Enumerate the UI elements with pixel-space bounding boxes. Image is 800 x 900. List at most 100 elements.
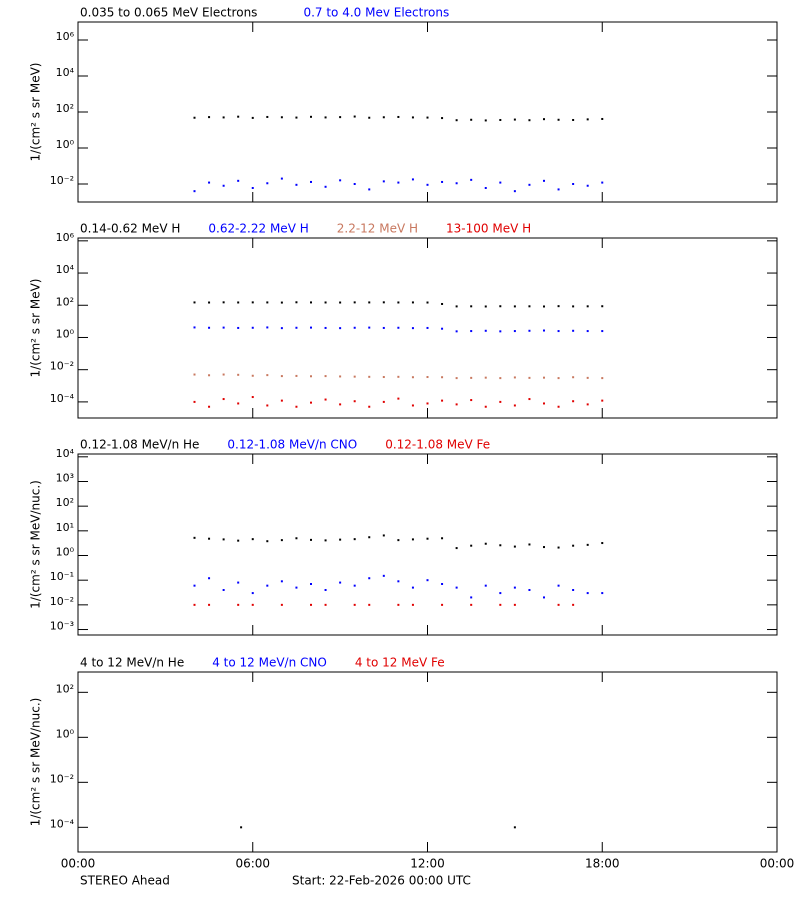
data-point <box>193 301 196 304</box>
data-point <box>324 326 327 329</box>
data-point <box>310 583 312 586</box>
y-tick-label: 10¹ <box>56 521 74 534</box>
data-point <box>426 326 429 329</box>
data-point <box>237 115 240 118</box>
data-point <box>455 377 458 380</box>
data-point <box>455 119 458 122</box>
y-tick-label: 10⁻⁴ <box>50 392 75 405</box>
data-point <box>499 592 502 595</box>
data-point <box>484 186 487 189</box>
data-point <box>295 586 298 589</box>
data-point <box>601 399 604 402</box>
data-point <box>237 581 240 584</box>
data-point <box>339 327 342 330</box>
data-point <box>382 534 385 537</box>
y-axis-label: 1/(cm² s sr MeV/nuc.) <box>29 480 43 609</box>
y-tick-label: 10² <box>56 682 74 695</box>
data-point <box>193 536 196 539</box>
data-point <box>353 375 356 378</box>
data-point <box>426 183 429 186</box>
y-tick-label: 10⁻² <box>50 772 74 785</box>
data-point <box>208 181 211 184</box>
data-point <box>266 374 269 377</box>
legend-entry: 0.12-1.08 MeV/n He <box>80 438 199 452</box>
data-point <box>310 401 312 404</box>
footer-center: Start: 22-Feb-2026 00:00 UTC <box>292 874 471 888</box>
legend-entry: 0.7 to 4.0 Mev Electrons <box>303 6 449 20</box>
data-point <box>280 399 283 402</box>
data-point <box>397 115 400 118</box>
data-point <box>324 301 327 304</box>
data-point <box>455 330 458 333</box>
data-point <box>324 185 327 188</box>
data-point <box>266 326 269 329</box>
data-point <box>572 329 575 332</box>
data-point <box>353 301 356 304</box>
data-point <box>295 301 298 304</box>
y-tick-label: 10² <box>56 295 74 308</box>
data-point <box>295 374 298 377</box>
data-point <box>382 116 385 119</box>
data-point <box>208 405 211 408</box>
data-point <box>324 588 327 591</box>
data-point <box>295 537 298 540</box>
data-point <box>397 375 400 378</box>
y-tick-label: 10⁰ <box>56 327 75 340</box>
data-point <box>251 374 254 377</box>
data-point <box>499 544 502 547</box>
data-point <box>513 404 516 407</box>
data-point <box>441 537 444 540</box>
data-point <box>397 301 400 304</box>
data-point <box>455 182 458 185</box>
data-point <box>572 400 575 403</box>
data-point <box>280 603 283 606</box>
data-point <box>266 540 269 543</box>
data-point <box>426 579 429 582</box>
y-tick-label: 10⁻² <box>50 595 74 608</box>
data-point <box>295 183 298 186</box>
data-point <box>528 305 531 308</box>
data-point <box>222 398 225 401</box>
legend-entry: 0.12-1.08 MeV Fe <box>385 438 490 452</box>
data-point <box>240 826 243 829</box>
data-point <box>339 116 342 119</box>
data-point <box>339 301 342 304</box>
data-point <box>586 543 589 546</box>
y-axis-label: 1/(cm² s sr MeV) <box>29 279 43 378</box>
data-point <box>586 330 589 333</box>
data-point <box>470 118 473 121</box>
data-point <box>397 397 400 400</box>
data-point <box>601 542 604 545</box>
plot-frame <box>77 671 778 853</box>
data-point <box>470 603 473 606</box>
data-point <box>513 330 516 333</box>
data-point <box>601 592 604 595</box>
data-point <box>280 539 283 542</box>
data-point <box>470 330 473 333</box>
data-point <box>426 402 429 405</box>
data-point <box>193 603 196 606</box>
data-point <box>601 305 604 308</box>
data-point <box>324 398 327 401</box>
data-point <box>557 118 560 121</box>
y-tick-label: 10⁰ <box>56 138 75 151</box>
data-point <box>572 588 575 591</box>
data-point <box>310 326 312 329</box>
data-point <box>353 603 356 606</box>
data-point <box>310 603 312 606</box>
data-point <box>455 403 458 406</box>
data-point <box>237 402 240 405</box>
data-point <box>426 376 429 379</box>
data-point <box>441 180 444 183</box>
data-point <box>193 373 196 376</box>
data-point <box>310 538 312 541</box>
data-point <box>513 545 516 548</box>
data-point <box>382 376 385 379</box>
data-point <box>499 377 502 380</box>
data-point <box>586 118 589 121</box>
y-tick-label: 10⁻¹ <box>50 570 74 583</box>
data-point <box>411 327 414 330</box>
data-point <box>397 580 400 583</box>
data-point <box>368 301 371 304</box>
data-point <box>339 538 342 541</box>
